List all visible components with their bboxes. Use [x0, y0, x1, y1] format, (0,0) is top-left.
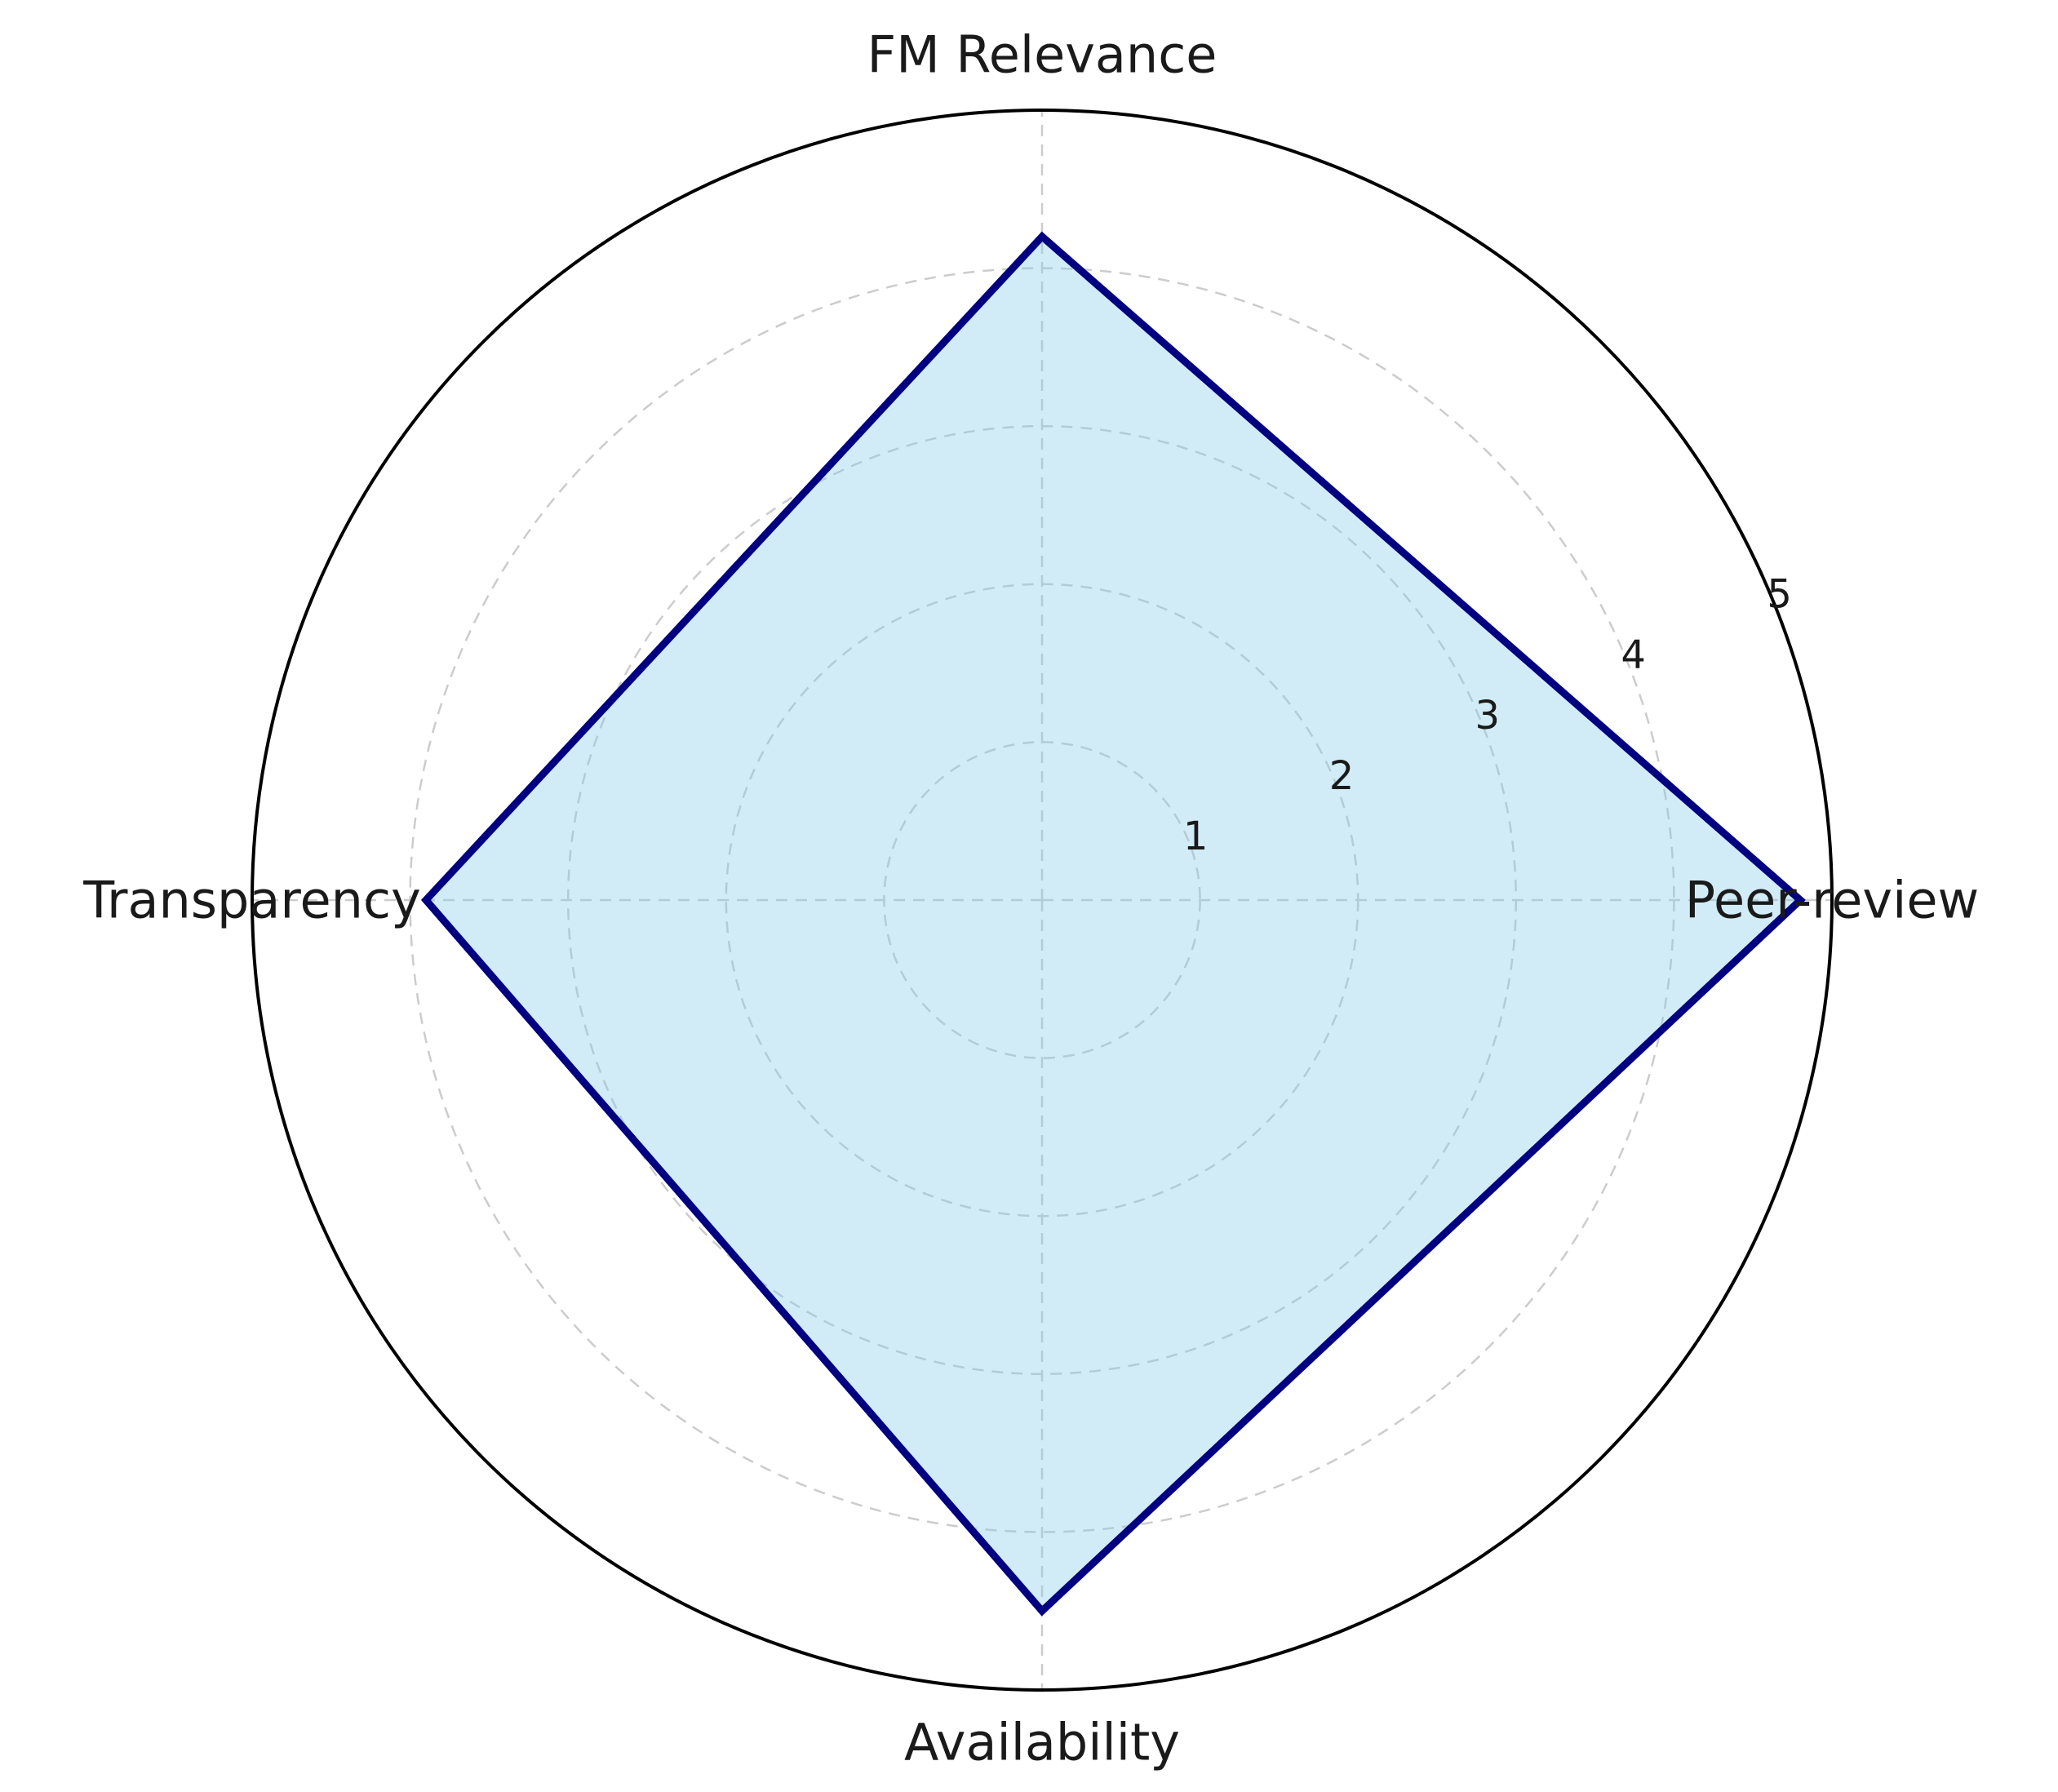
category-label-availability: Availability [904, 1713, 1180, 1772]
category-label-fm-relevance: FM Relevance [867, 25, 1218, 85]
data-layer [420, 231, 1807, 1617]
r-tick-label-3: 3 [1475, 693, 1501, 739]
r-tick-label-5: 5 [1767, 572, 1792, 618]
grid-layer [252, 110, 1832, 1690]
r-tick-label-2: 2 [1329, 753, 1355, 799]
label-layer: Peer-review FM Relevance Transparency Avail… [82, 25, 1979, 1772]
r-tick-label-1: 1 [1183, 814, 1209, 859]
category-label-transparency: Transparency [82, 871, 421, 930]
outer-ring [251, 109, 1834, 1692]
category-label-peer-review: Peer-review [1685, 871, 1979, 930]
r-tick-label-4: 4 [1621, 632, 1646, 678]
series-area-0 [420, 231, 1807, 1617]
